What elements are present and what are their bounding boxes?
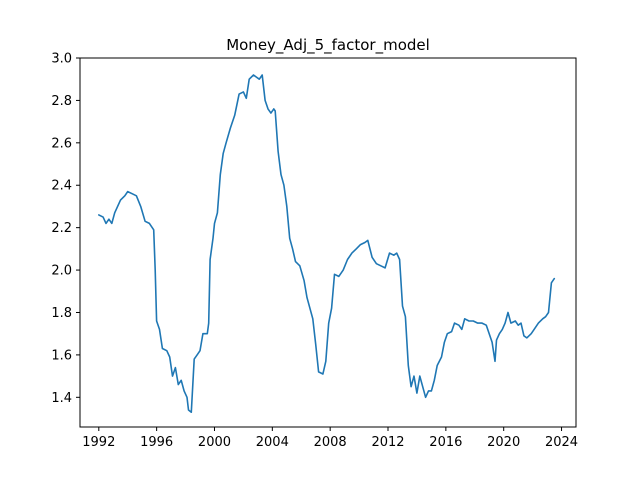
plot-frame: [79, 57, 577, 428]
y-tick-label: 1.4: [51, 391, 72, 406]
x-axis: 1992 1996 2000 2004 2008 2012 2016 2020 2024: [82, 427, 578, 450]
chart-title: Money_Adj_5_factor_model: [226, 36, 430, 55]
x-tick-label: 2004: [256, 435, 289, 450]
x-tick-label: 1992: [82, 435, 115, 450]
x-tick-label: 2008: [314, 435, 347, 450]
y-tick-label: 2.6: [51, 136, 72, 151]
x-tick-label: 2020: [487, 435, 520, 450]
y-tick-label: 3.0: [51, 52, 72, 67]
x-tick-label: 2000: [198, 435, 231, 450]
x-tick-label: 2024: [545, 435, 578, 450]
x-tick-label: 2012: [371, 435, 404, 450]
y-tick-label: 2.2: [51, 221, 72, 236]
x-tick-label: 1996: [140, 435, 173, 450]
series-line-0: [98, 74, 556, 413]
y-tick-label: 1.6: [51, 348, 72, 363]
y-tick-label: 2.8: [51, 94, 72, 109]
y-tick-label: 1.8: [51, 306, 72, 321]
x-tick-label: 2016: [429, 435, 462, 450]
y-tick-label: 2.4: [51, 179, 72, 194]
plot-area: [98, 74, 556, 413]
y-tick-label: 2.0: [51, 264, 72, 279]
y-axis: 1.4 1.6 1.8 2.0 2.2 2.4 2.6 2.8 3.0: [51, 52, 80, 406]
